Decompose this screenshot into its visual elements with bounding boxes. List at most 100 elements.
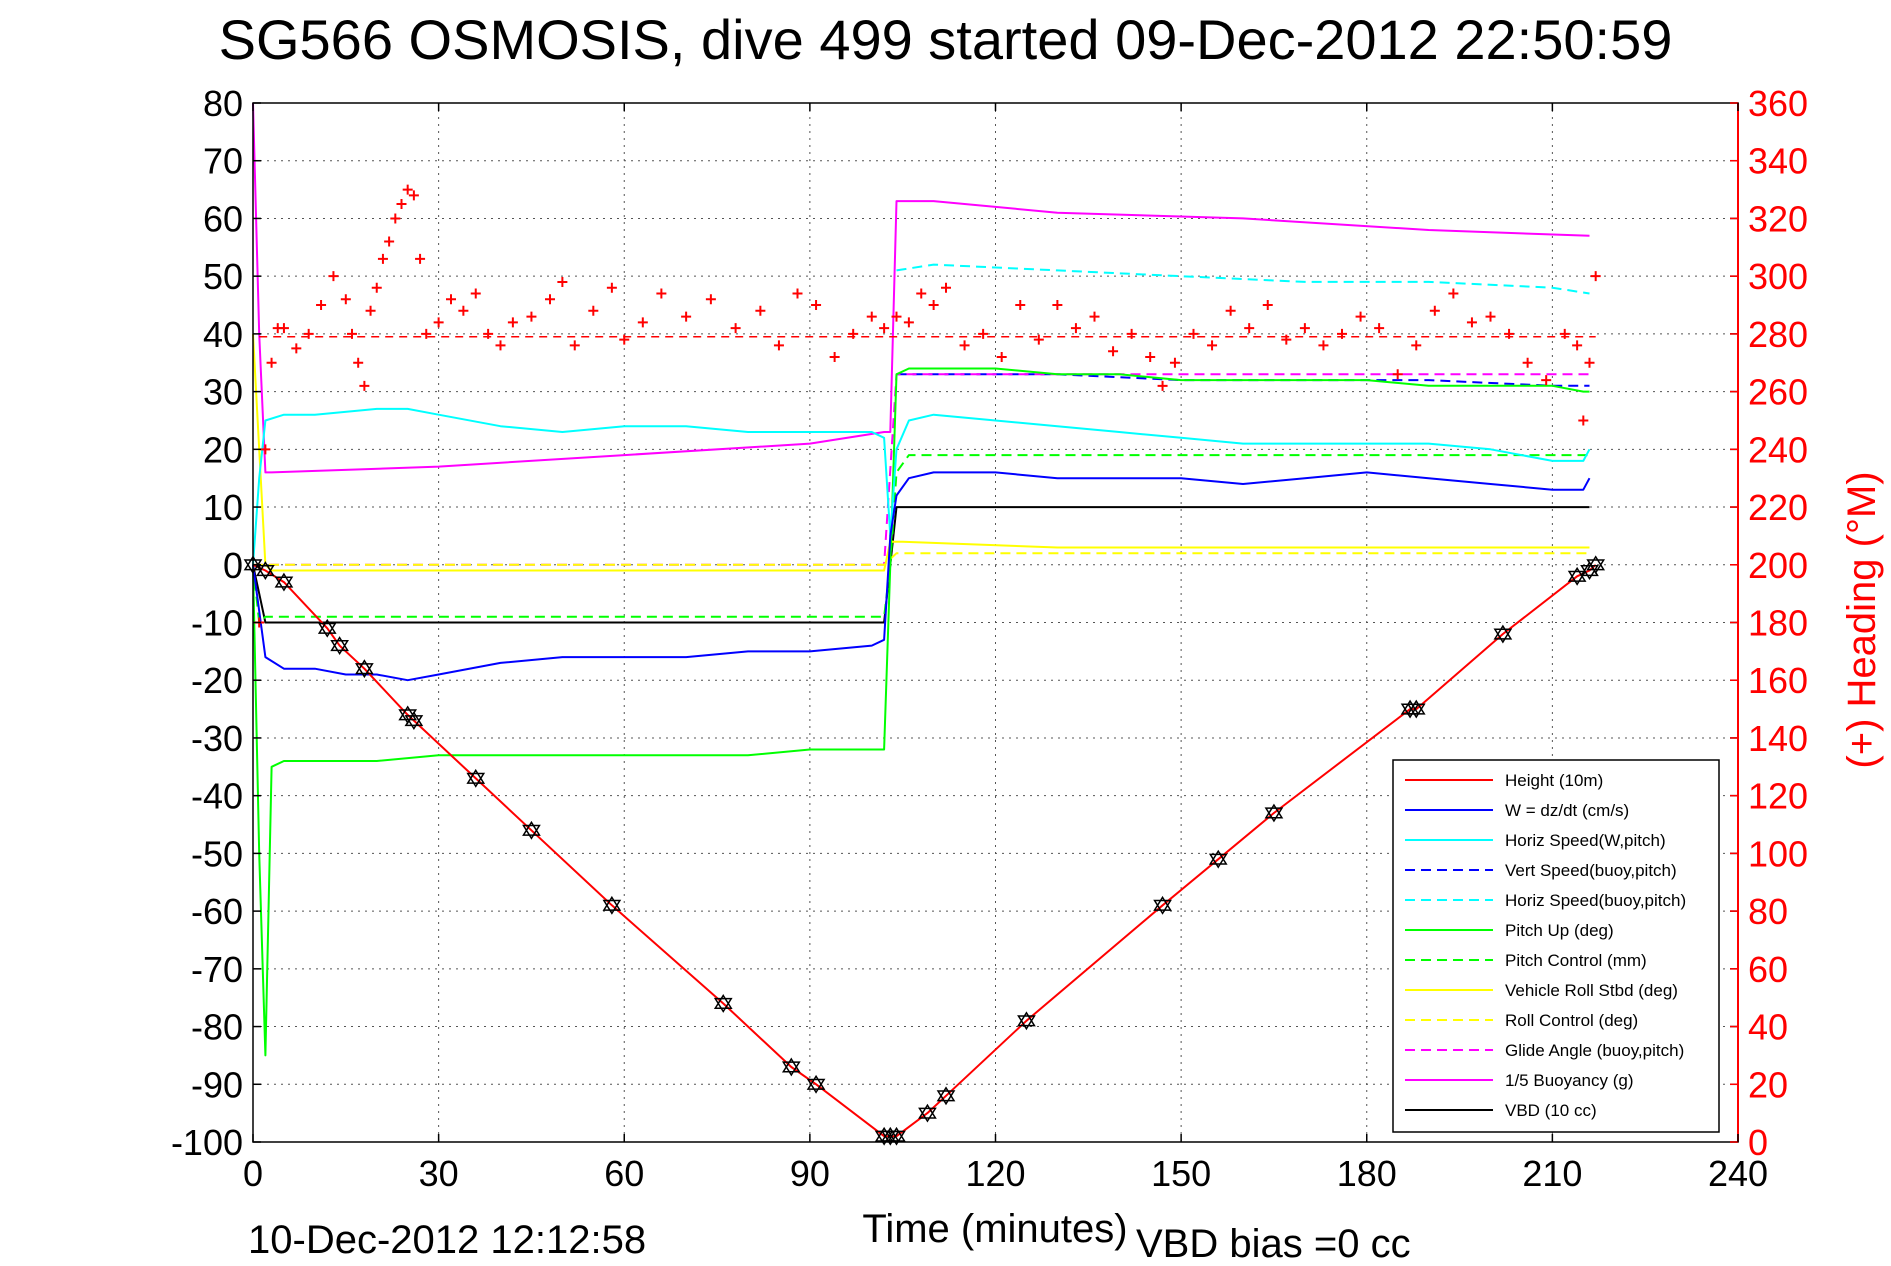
depth-marker	[918, 1103, 937, 1123]
series-line-2	[252, 407, 1591, 565]
heading-point	[879, 323, 890, 334]
heading-point	[1504, 328, 1515, 339]
heading-point	[303, 328, 314, 339]
legend-box	[1392, 759, 1720, 1133]
y2-tick-label: 40	[1748, 1007, 1788, 1048]
heading-point	[415, 253, 426, 264]
y-tick-label: -30	[191, 718, 243, 759]
x-tick-label: 240	[1708, 1153, 1768, 1194]
heading-point	[1089, 311, 1100, 322]
y2-tick-label: 300	[1748, 256, 1808, 297]
heading-point	[1244, 323, 1255, 334]
depth-marker	[330, 636, 349, 656]
y2-tick-label: 60	[1748, 949, 1788, 990]
heading-point	[1015, 300, 1026, 311]
heading-point	[1188, 328, 1199, 339]
y-tick-label: 0	[223, 545, 243, 586]
heading-point	[402, 184, 413, 195]
heading-point	[483, 328, 494, 339]
heading-point	[829, 351, 840, 362]
x-tick-label: 150	[1151, 1153, 1211, 1194]
depth-marker	[806, 1074, 826, 1094]
heading-point	[377, 253, 388, 264]
heading-point	[1262, 300, 1273, 311]
y2-tick-label: 20	[1748, 1064, 1788, 1105]
heading-point	[1522, 357, 1533, 368]
heading-point	[316, 300, 327, 311]
heading-point	[569, 340, 580, 351]
depth-marker	[1017, 1011, 1036, 1031]
depth-marker	[522, 820, 541, 840]
grid	[253, 103, 1738, 1142]
heading-point	[353, 357, 364, 368]
depth-marker	[713, 994, 733, 1013]
heading-point	[1584, 357, 1595, 368]
heading-point	[1559, 328, 1570, 339]
x-tick-label: 30	[419, 1153, 459, 1194]
series-line-3	[896, 373, 1590, 387]
legend-entry: Horiz Speed(buoy,pitch)	[1505, 891, 1686, 910]
series-line-4	[896, 263, 1590, 295]
heading-layer	[254, 184, 1601, 628]
heading-point	[365, 305, 376, 316]
legend: Height (10m) W = dz/dt (cm/s) Horiz Speed(…	[1392, 759, 1720, 1133]
heading-point	[507, 317, 518, 328]
heading-point	[916, 288, 927, 299]
heading-point	[1318, 340, 1329, 351]
depth-marker	[887, 1126, 906, 1146]
y2-tick-label: 340	[1748, 141, 1808, 182]
heading-point	[773, 340, 784, 351]
legend-entry: Vehicle Roll Stbd (deg)	[1505, 981, 1678, 1000]
depth-marker	[1153, 895, 1172, 915]
heading-point	[1466, 317, 1477, 328]
heading-point	[347, 328, 357, 339]
series-line-8	[253, 552, 1590, 566]
legend-entry: Height (10m)	[1505, 771, 1603, 790]
depth-marker	[1493, 624, 1513, 644]
heading-point	[371, 282, 382, 293]
legend-entry: Horiz Speed(W,pitch)	[1505, 831, 1666, 850]
heading-point	[866, 311, 877, 322]
heading-point	[291, 343, 302, 354]
heading-point	[959, 340, 970, 351]
x-tick-label: 210	[1522, 1153, 1582, 1194]
heading-point	[1355, 311, 1366, 322]
heading-point	[545, 294, 555, 305]
footer-bias: VBD bias =0 cc	[1136, 1222, 1411, 1266]
depth-marker	[936, 1086, 956, 1106]
x-tick-label: 120	[965, 1153, 1025, 1194]
heading-point	[1411, 340, 1422, 351]
series-line-0	[252, 563, 1597, 1138]
heading-point	[903, 317, 914, 328]
series-line-10	[252, 102, 1590, 474]
heading-point	[1157, 380, 1168, 391]
heading-point	[421, 328, 432, 339]
depth-marker	[466, 768, 486, 788]
heading-point	[340, 294, 351, 305]
heading-point	[978, 328, 989, 339]
legend-entry: Roll Control (deg)	[1505, 1011, 1638, 1030]
heading-point	[1145, 351, 1156, 362]
heading-point	[446, 294, 456, 305]
heading-point	[1590, 271, 1601, 282]
y-tick-label: 50	[203, 256, 243, 297]
heading-point	[637, 317, 648, 328]
series-line-7	[252, 333, 1590, 572]
legend-entry: W = dz/dt (cm/s)	[1505, 801, 1629, 820]
depth-marker	[1406, 699, 1426, 719]
heading-point	[458, 305, 469, 316]
y2-tick-label: 120	[1748, 776, 1808, 817]
depth-marker	[404, 711, 424, 731]
legend-entry: 1/5 Buoyancy (g)	[1505, 1071, 1634, 1090]
x-axis-label: Time (minutes)	[862, 1207, 1127, 1251]
heading-point	[1448, 288, 1459, 299]
heading-point	[1169, 357, 1180, 368]
y2-tick-label: 240	[1748, 429, 1808, 470]
heading-point	[1126, 328, 1137, 339]
y-tick-label: 40	[203, 314, 243, 355]
x-axis: 0 30 60 90 120 150 180 210 240	[243, 103, 1768, 1194]
series-line-6	[252, 454, 1590, 624]
heading-point	[891, 311, 902, 322]
heading-point	[260, 444, 271, 455]
